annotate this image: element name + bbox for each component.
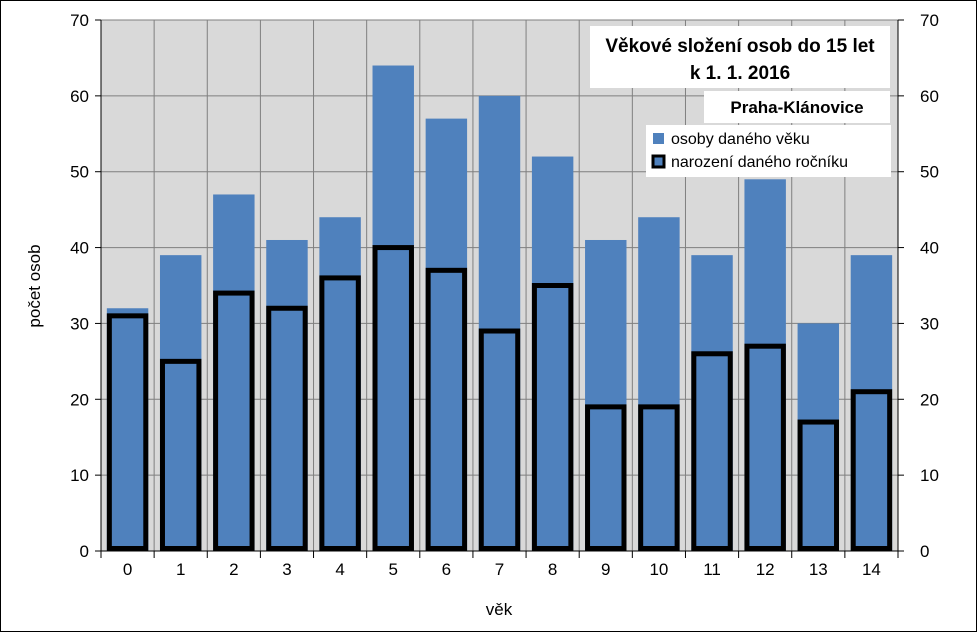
bar-born-in-year bbox=[159, 358, 202, 551]
y-tick-label-left: 0 bbox=[80, 542, 89, 561]
x-tick-label: 7 bbox=[495, 560, 504, 579]
bar-born-in-year bbox=[531, 283, 574, 551]
x-tick-label: 11 bbox=[703, 560, 721, 579]
y-tick-label-right: 50 bbox=[920, 163, 939, 182]
title-box bbox=[590, 26, 890, 88]
x-tick-label: 0 bbox=[123, 560, 132, 579]
y-tick-label-left: 30 bbox=[70, 314, 89, 333]
y-tick-label-right: 30 bbox=[920, 314, 939, 333]
bar-born-in-year bbox=[585, 404, 627, 551]
x-tick-label: 8 bbox=[548, 560, 557, 579]
x-tick-label: 12 bbox=[756, 560, 775, 579]
bar-born-in-year bbox=[372, 245, 414, 551]
y-tick-label-left: 10 bbox=[70, 466, 89, 485]
y-tick-label-left: 40 bbox=[70, 239, 89, 258]
x-tick-label: 1 bbox=[176, 560, 185, 579]
x-tick-label: 6 bbox=[442, 560, 451, 579]
bar-born-in-year bbox=[425, 267, 468, 551]
x-tick-label: 14 bbox=[862, 560, 881, 579]
subtitle-box bbox=[704, 91, 890, 123]
bar-born-in-year bbox=[850, 389, 893, 552]
x-tick-label: 13 bbox=[809, 560, 828, 579]
y-tick-label-right: 70 bbox=[920, 11, 939, 30]
y-tick-label-right: 0 bbox=[920, 542, 929, 561]
y-tick-label-left: 20 bbox=[70, 390, 89, 409]
legend-swatch-people-of-age bbox=[653, 133, 664, 144]
bar-born-in-year bbox=[638, 404, 680, 551]
x-tick-label: 10 bbox=[649, 560, 668, 579]
y-tick-label-right: 40 bbox=[920, 239, 939, 258]
x-tick-label: 4 bbox=[335, 560, 344, 579]
y-tick-label-left: 60 bbox=[70, 87, 89, 106]
bar-born-in-year bbox=[744, 343, 786, 551]
legend-label-born-in-year: narození daného ročníku bbox=[671, 154, 848, 171]
chart-title-line-1: Věkové složení osob do 15 let bbox=[605, 36, 875, 57]
chart-title-line-2: k 1. 1. 2016 bbox=[690, 63, 790, 84]
x-tick-label: 9 bbox=[601, 560, 610, 579]
y-tick-label-right: 20 bbox=[920, 390, 939, 409]
series-born-in-year bbox=[106, 245, 893, 552]
y-tick-label-right: 60 bbox=[920, 87, 939, 106]
y-tick-label-right: 10 bbox=[920, 466, 939, 485]
axes bbox=[95, 19, 904, 558]
bar-born-in-year bbox=[691, 351, 733, 551]
legend-label-people-of-age: osoby daného věku bbox=[671, 131, 810, 148]
x-tick-label: 5 bbox=[388, 560, 397, 579]
chart-subtitle: Praha-Klánovice bbox=[730, 98, 863, 117]
bar-born-in-year bbox=[319, 275, 361, 551]
x-tick-label: 2 bbox=[229, 560, 238, 579]
bar-born-in-year bbox=[478, 328, 521, 551]
x-tick-label: 3 bbox=[282, 560, 291, 579]
legend-swatch-born-in-year bbox=[651, 154, 666, 169]
x-axis-title: věk bbox=[486, 600, 513, 619]
legend-box bbox=[646, 125, 891, 177]
y-axis-title: počet osob bbox=[25, 244, 44, 327]
bar-born-in-year bbox=[213, 290, 255, 552]
bar-born-in-year bbox=[266, 305, 308, 551]
bar-born-in-year bbox=[797, 419, 840, 551]
bar-born-in-year bbox=[106, 313, 149, 552]
y-tick-label-left: 50 bbox=[70, 163, 89, 182]
y-tick-label-left: 70 bbox=[70, 11, 89, 30]
